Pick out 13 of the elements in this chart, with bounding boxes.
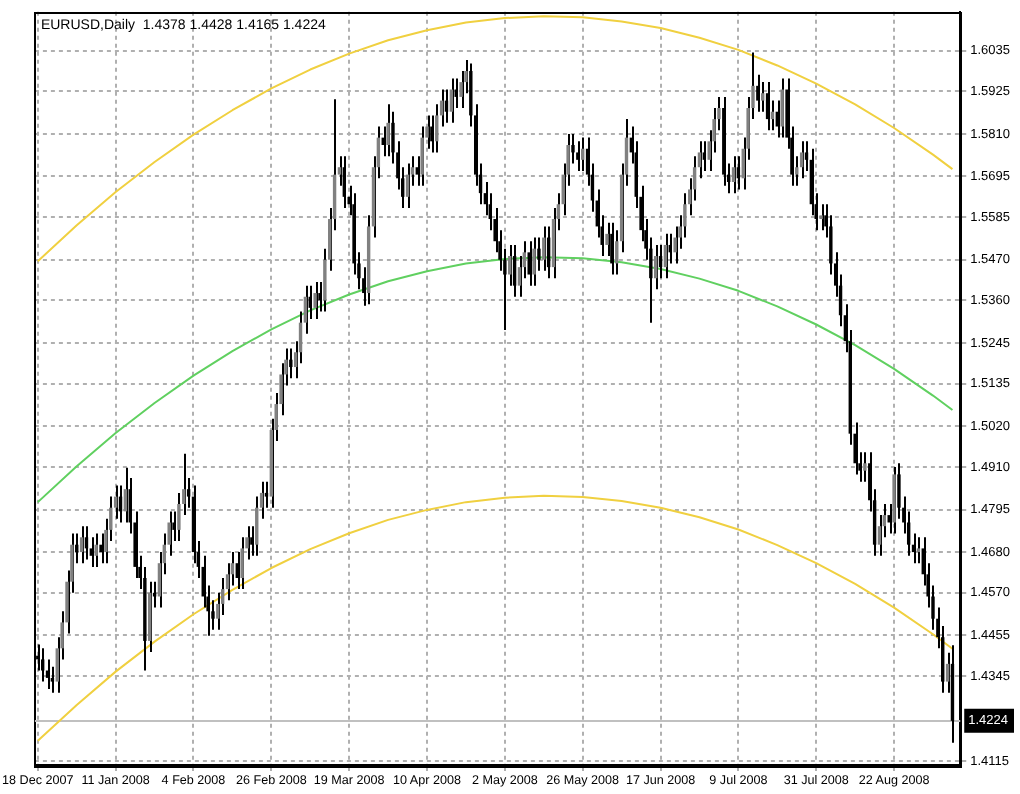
candlestick: [50, 665, 55, 694]
candlestick: [576, 140, 580, 172]
candlestick: [289, 347, 293, 380]
candlestick: [527, 240, 532, 287]
candlestick: [731, 155, 736, 195]
candlestick: [79, 525, 84, 565]
candlestick: [313, 280, 318, 320]
candlestick: [756, 73, 760, 113]
candlestick: [702, 140, 707, 172]
candlestick: [819, 203, 824, 232]
candlestick: [799, 140, 804, 180]
candlestick: [40, 647, 45, 683]
candlestick: [761, 81, 765, 113]
